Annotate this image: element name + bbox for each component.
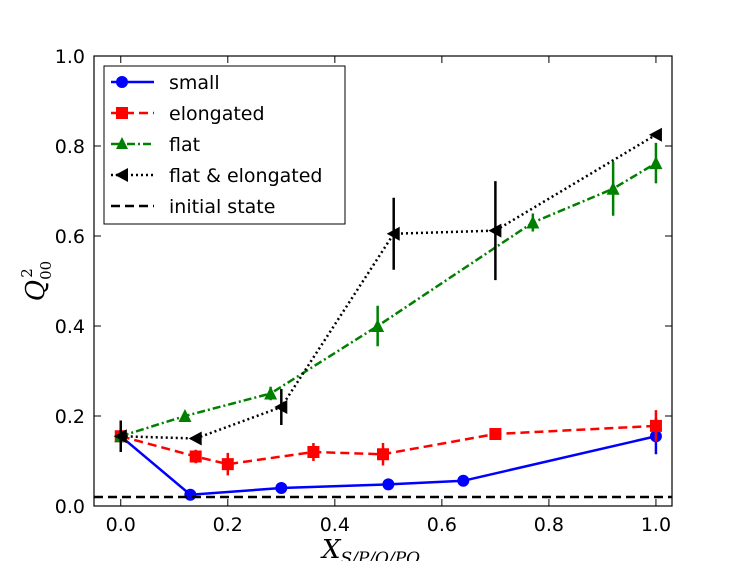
legend-marker-flat-elongated xyxy=(115,168,128,182)
x-tick-label: 0.2 xyxy=(213,514,243,536)
y-tick-label: 0.6 xyxy=(55,226,85,248)
data-point xyxy=(178,409,192,422)
series-line-small xyxy=(119,435,657,497)
data-point xyxy=(307,446,320,458)
x-axis-title-main: X xyxy=(320,535,342,561)
legend-label-flat-elongated: flat & elongated xyxy=(169,165,323,187)
x-tick-label: 0.8 xyxy=(534,514,564,536)
data-point xyxy=(648,127,662,142)
y-axis-title-sup: 2 xyxy=(18,268,36,278)
legend-item-elongated: elongated xyxy=(111,103,265,125)
legend-label-initial-state: initial state xyxy=(169,196,275,218)
x-axis-title-sub: S/P/O/PO xyxy=(341,549,421,561)
data-point xyxy=(371,319,385,332)
legend-label-elongated: elongated xyxy=(169,103,265,125)
plot-frame xyxy=(93,55,673,507)
x-tick-label: 0.6 xyxy=(427,514,457,536)
data-point xyxy=(489,428,502,440)
legend-label-flat: flat xyxy=(169,134,200,156)
data-point xyxy=(113,429,127,444)
data-point xyxy=(457,474,470,487)
ticks-layer: 0.0 0.2 0.4 0.6 0.8 1.0 0.0 0.2 0.4 0.6 0.8 1.0 xyxy=(55,46,672,536)
legend-marker-flat xyxy=(116,137,128,149)
data-point xyxy=(221,458,234,471)
x-tick-label: 1.0 xyxy=(641,514,671,536)
y-tick-label: 0.4 xyxy=(55,316,85,338)
data-point xyxy=(606,181,620,195)
legend-marker-small xyxy=(116,76,128,88)
data-point xyxy=(184,488,197,501)
data-point xyxy=(386,226,400,241)
legend-label-small: small xyxy=(169,72,220,94)
legend: small elongated flat flat & elongated in… xyxy=(103,65,346,225)
data-point xyxy=(189,450,202,463)
legend-item-small: small xyxy=(111,72,220,94)
series-layer xyxy=(94,127,672,501)
legend-item-flat-elongated: flat & elongated xyxy=(111,165,323,187)
x-axis-title: XS/P/O/PO xyxy=(320,535,420,561)
data-point xyxy=(382,478,395,491)
y-tick-label: 1.0 xyxy=(55,46,85,68)
data-point xyxy=(649,156,663,170)
series-line-flat-elongated xyxy=(120,133,657,440)
data-point xyxy=(275,482,288,494)
data-point xyxy=(264,386,278,400)
data-point xyxy=(188,431,202,446)
legend-marker-elongated xyxy=(116,107,128,119)
x-tick-label: 0.4 xyxy=(320,514,350,536)
data-point xyxy=(488,223,502,238)
data-point xyxy=(649,419,662,432)
y-tick-label: 0.8 xyxy=(55,136,85,158)
y-tick-label: 0.0 xyxy=(55,496,85,518)
y-tick-label: 0.2 xyxy=(55,406,85,428)
legend-item-initial-state: initial state xyxy=(111,196,275,218)
y-axis-title-sub: 00 xyxy=(37,261,55,280)
data-point xyxy=(377,448,389,461)
legend-item-flat: flat xyxy=(111,134,200,156)
x-tick-label: 0.0 xyxy=(106,514,136,536)
data-point xyxy=(526,215,540,229)
y-axis-title: Q002 xyxy=(18,261,55,301)
data-point xyxy=(274,400,288,414)
y-axis-title-main: Q xyxy=(21,280,51,301)
series-flat-elongated xyxy=(113,127,662,452)
